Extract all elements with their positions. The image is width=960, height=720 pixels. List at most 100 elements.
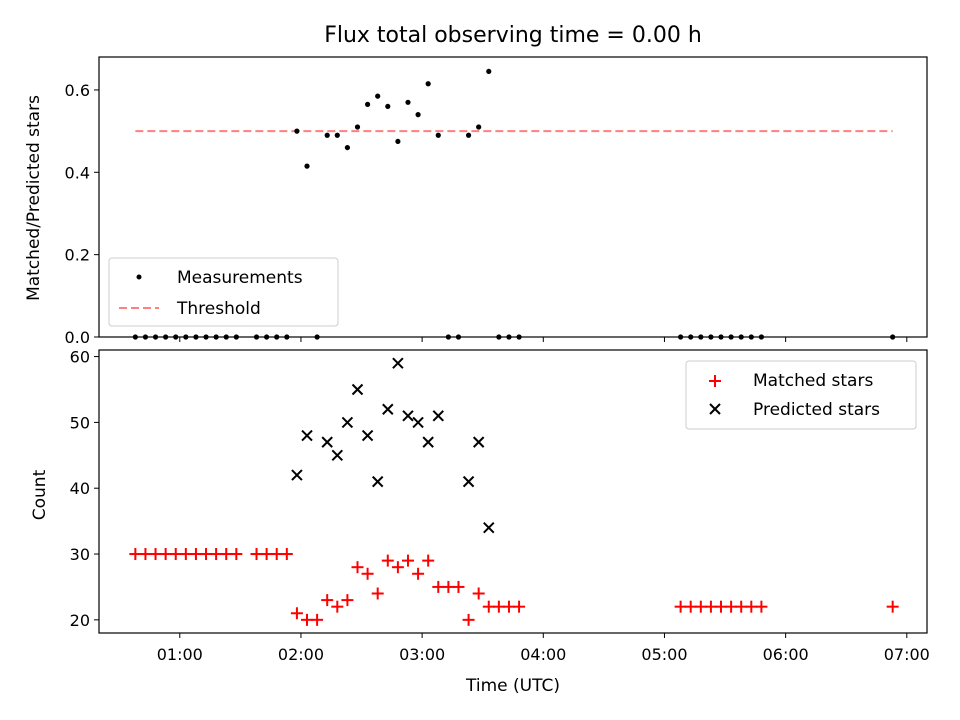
legend-measurements-label: Measurements [177, 268, 303, 288]
measurement-point [425, 81, 431, 87]
measurement-point [284, 334, 290, 340]
measurement-point [274, 334, 280, 340]
matched-star-marker [381, 554, 394, 567]
bottom-x-tick-label: 04:00 [520, 645, 566, 664]
bottom-y-tick-label: 30 [70, 545, 90, 564]
matched-star-marker [442, 580, 455, 593]
measurement-point [375, 93, 381, 99]
measurement-point [203, 334, 209, 340]
measurement-point [264, 334, 270, 340]
top-y-tick-label: 0.4 [65, 163, 90, 182]
matched-star-marker [149, 548, 162, 561]
matched-star-marker [230, 548, 243, 561]
matched-star-marker [331, 600, 344, 613]
bottom-x-tick-label: 02:00 [278, 645, 324, 664]
matched-star-marker [200, 548, 213, 561]
top-y-ticks: 0.0 0.2 0.4 0.6 [65, 81, 99, 347]
matched-star-marker [220, 548, 233, 561]
top-data-marks [132, 68, 896, 340]
top-y-axis-label: Matched/Predicted stars [24, 95, 44, 301]
predicted-star-marker [462, 475, 475, 488]
bottom-legend: Matched stars Predicted stars [685, 360, 917, 430]
bottom-x-tick-label: 01:00 [157, 645, 203, 664]
top-y-tick-label: 0.0 [65, 328, 90, 347]
measurement-point [758, 334, 765, 340]
matched-star-marker [169, 548, 182, 561]
measurement-point [516, 334, 522, 340]
matched-star-marker [412, 567, 425, 580]
matched-star-marker [492, 600, 505, 613]
predicted-star-marker [472, 436, 485, 448]
predicted-star-marker [331, 449, 344, 462]
matched-star-marker [886, 600, 899, 613]
legend-threshold-label: Threshold [176, 299, 261, 319]
matched-star-marker [674, 600, 687, 613]
top-axes-frame [98, 56, 928, 338]
bottom-y-tick-label: 60 [70, 348, 90, 367]
measurement-point [163, 334, 169, 340]
predicted-star-marker [483, 521, 495, 534]
predicted-star-marker [382, 403, 394, 415]
matched-star-marker [129, 548, 142, 561]
measurement-point [890, 334, 896, 340]
measurement-point [223, 334, 229, 340]
bottom-x-tick-label: 05:00 [641, 645, 687, 664]
matched-star-marker [462, 613, 475, 626]
top-y-tick-label: 0.6 [65, 81, 90, 100]
x-axis-label: Time (UTC) [465, 676, 560, 696]
measurement-point [314, 334, 320, 340]
bottom-y-tick-label: 40 [70, 479, 90, 498]
measurement-point [718, 334, 724, 340]
matched-star-marker [422, 554, 435, 567]
measurement-point [253, 334, 260, 340]
measurement-point [476, 124, 482, 130]
predicted-star-marker [432, 410, 444, 422]
predicted-star-marker [321, 436, 333, 448]
matched-star-marker [341, 594, 354, 607]
matched-star-marker [351, 561, 364, 574]
bottom-y-axis-label: Count [30, 469, 50, 520]
matched-star-marker [735, 600, 748, 613]
matched-star-marker [684, 600, 697, 613]
matched-star-marker [694, 600, 707, 613]
matched-star-marker [139, 548, 152, 561]
top-y-tick-label: 0.2 [65, 246, 90, 265]
bottom-legend-box [685, 360, 917, 430]
predicted-star-marker [301, 429, 313, 442]
legend-matched-label: Matched stars [753, 371, 873, 391]
predicted-star-marker [341, 416, 354, 429]
bottom-y-ticks: 20 30 40 50 60 [70, 348, 99, 630]
matched-star-marker [189, 548, 202, 561]
matched-star-marker [270, 548, 283, 561]
legend-measurements-marker [136, 274, 142, 280]
measurement-point [506, 334, 512, 340]
matched-star-marker [321, 594, 334, 607]
matched-star-marker [725, 600, 738, 613]
measurement-point [304, 163, 310, 169]
measurement-point [698, 334, 704, 340]
matched-star-marker [290, 607, 303, 620]
measurement-point [193, 334, 199, 340]
predicted-star-marker [392, 357, 404, 369]
measurement-point [405, 99, 411, 105]
bottom-panel: Count Time (UTC) 20 30 40 50 60 01:00 02:00 03… [30, 348, 930, 696]
matched-star-marker [391, 561, 404, 574]
top-legend-box [108, 257, 339, 327]
measurement-point [465, 132, 472, 138]
matched-star-marker [472, 587, 485, 600]
chart-title: Flux total observing time = 0.00 h [324, 23, 702, 48]
matched-star-marker [482, 600, 495, 613]
matched-star-marker [755, 600, 768, 613]
measurement-point [708, 334, 714, 340]
predicted-star-marker [412, 416, 424, 429]
predicted-star-marker [361, 429, 374, 442]
predicted-star-marker [351, 383, 364, 396]
measurement-point [213, 334, 219, 340]
top-x-ticks [179, 337, 908, 342]
matched-star-marker [715, 600, 728, 613]
measurement-point [324, 132, 330, 138]
matched-star-marker [280, 548, 293, 561]
measurement-point [445, 334, 451, 340]
measurement-point [173, 334, 179, 340]
measurement-point [486, 68, 492, 75]
